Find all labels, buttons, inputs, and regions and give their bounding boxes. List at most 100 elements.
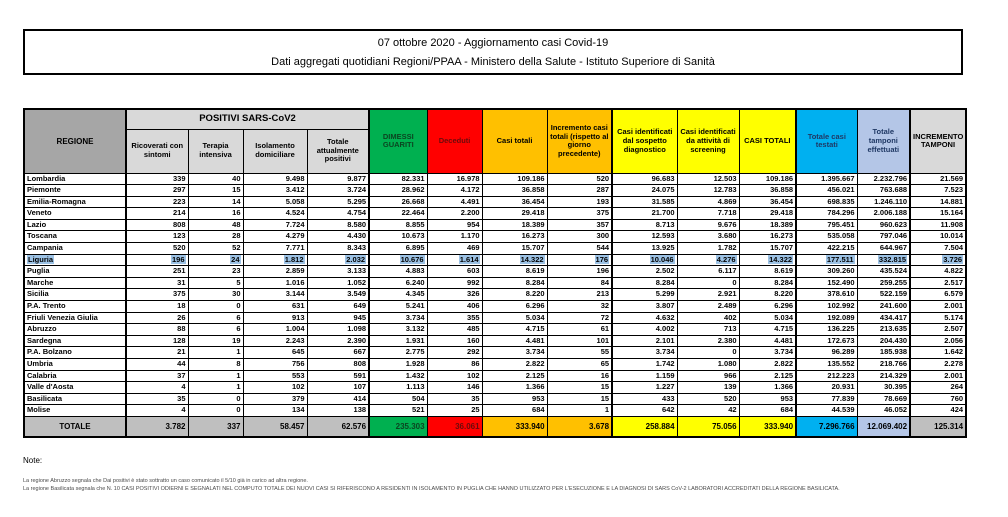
value-cell: 8.284	[611, 276, 678, 290]
value-text: 4.715	[774, 324, 794, 334]
value-text: 123	[172, 231, 186, 241]
value-text: 760	[950, 393, 964, 403]
table-body: Lombardia 339 40 9.498 9.877 82.331 16.978 109.…	[23, 172, 967, 438]
value-cell: 4.869	[676, 195, 740, 209]
value-text: 6.579	[944, 289, 964, 299]
value-cell: 31	[125, 276, 189, 290]
value-cell: 2.822	[738, 358, 797, 371]
value-cell: 5.058	[242, 195, 308, 209]
value-cell: 55	[546, 346, 613, 359]
value-cell: 14.322	[738, 253, 797, 267]
value-cell: 4.345	[368, 288, 428, 302]
region-label: Liguria	[27, 254, 55, 264]
value-cell: 16.978	[426, 172, 483, 186]
value-text: 88	[177, 324, 186, 334]
table-row: Piemonte 297 15 3.412 3.724 28.962 4.172 36.858…	[23, 184, 967, 197]
value-cell: 1.080	[676, 358, 740, 371]
value-cell: 9.877	[306, 172, 370, 186]
value-text: 30	[232, 289, 241, 299]
value-cell: 591	[306, 369, 370, 383]
value-text: 2.859	[285, 266, 305, 276]
value-cell: 760	[909, 392, 967, 406]
value-text: 192.089	[827, 312, 855, 322]
value-text: 7.523	[944, 185, 964, 195]
region-cell: Friuli Venezia Giulia	[23, 311, 127, 325]
value-cell: 62.576	[306, 415, 370, 438]
value-text: 78.669	[884, 393, 908, 403]
value-text: 960.623	[879, 219, 908, 229]
value-text: 7.296.766	[818, 421, 855, 431]
value-cell: 7.523	[909, 184, 967, 197]
value-text: 953	[780, 393, 794, 403]
col-header-isolamento: Isolamento domiciliare	[242, 128, 308, 174]
value-text: 6	[236, 312, 241, 322]
value-text: 2.278	[944, 359, 964, 368]
value-text: 9.676	[717, 219, 737, 229]
value-text: 2.507	[944, 324, 964, 334]
value-text: 84	[600, 277, 610, 287]
value-text: 102.992	[827, 301, 855, 311]
value-cell: 193	[546, 195, 613, 209]
value-text: 18.389	[521, 219, 545, 229]
value-cell: 214.329	[856, 369, 911, 383]
value-cell: 204.430	[856, 334, 911, 348]
value-cell: 7.296.766	[795, 415, 858, 438]
value-cell: 378.610	[795, 288, 858, 302]
value-cell: 4	[125, 381, 189, 394]
value-cell: 29.418	[738, 207, 797, 220]
value-text: 1.614	[458, 254, 480, 264]
value-cell: 2.056	[909, 334, 967, 348]
value-text: 378.610	[827, 289, 855, 299]
value-text: 1.642	[944, 347, 964, 357]
value-text: 2.502	[655, 266, 675, 276]
value-cell: 23	[187, 265, 244, 278]
value-text: 795.451	[827, 219, 855, 229]
value-text: 1.004	[285, 324, 305, 334]
value-text: 485	[467, 324, 480, 334]
value-cell: 375	[125, 288, 189, 302]
value-text: 4.002	[655, 324, 675, 334]
value-cell: 102.992	[795, 300, 858, 313]
region-label: Molise	[27, 405, 51, 415]
value-cell: 1.227	[611, 381, 678, 394]
value-text: 16.978	[456, 173, 480, 183]
value-text: 5.299	[655, 289, 675, 299]
value-cell: 357	[546, 218, 613, 232]
value-cell: 3.734	[738, 346, 797, 359]
region-label: Calabria	[27, 370, 57, 380]
region-cell: Sardegna	[23, 334, 127, 348]
value-cell: 44	[125, 358, 189, 371]
value-cell: 1.113	[368, 381, 428, 394]
value-text: 29.418	[770, 208, 794, 218]
value-text: 9.877	[347, 173, 367, 183]
value-text: 2.032	[345, 254, 367, 264]
region-cell: Piemonte	[23, 184, 127, 197]
value-text: 649	[353, 301, 367, 311]
value-cell: 520	[546, 172, 613, 186]
value-cell: 16	[546, 369, 613, 383]
value-cell: 192.089	[795, 311, 858, 325]
region-cell: Molise	[23, 404, 127, 417]
value-text: 10.014	[940, 231, 964, 241]
value-text: 642	[662, 405, 675, 415]
region-label: Umbria	[27, 359, 53, 368]
value-cell: 21.569	[909, 172, 967, 186]
value-cell: 485	[426, 323, 483, 336]
value-cell: 402	[676, 311, 740, 325]
value-text: 35	[177, 393, 186, 403]
value-text: 213.635	[879, 324, 908, 334]
region-cell: Emilia-Romagna	[23, 195, 127, 209]
value-text: 297	[172, 185, 186, 195]
value-text: 422.215	[827, 243, 855, 253]
table-row: Toscana 123 28 4.279 4.430 10.673 1.170 16.273 3…	[23, 230, 967, 244]
value-text: 945	[353, 312, 367, 322]
value-cell: 333.940	[481, 415, 548, 438]
value-text: 10.046	[649, 254, 675, 264]
value-text: 139	[724, 382, 737, 392]
value-cell: 375	[546, 207, 613, 220]
region-label: Basilicata	[27, 393, 63, 403]
value-cell: 756	[242, 358, 308, 371]
value-cell: 4.481	[738, 334, 797, 348]
value-text: 1.931	[405, 335, 425, 345]
value-text: 72	[600, 312, 610, 322]
